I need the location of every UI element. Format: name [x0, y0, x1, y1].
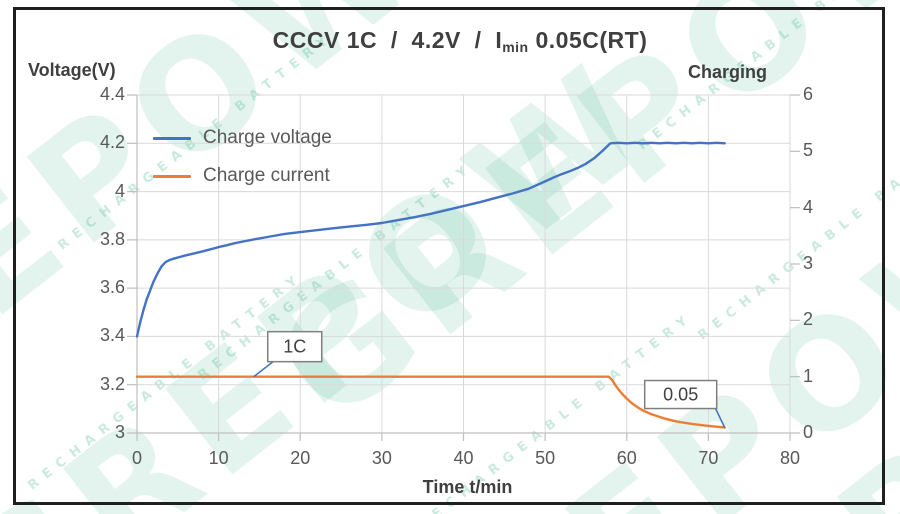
annotation-label: 1C — [283, 337, 306, 357]
annotation-label: 0.05 — [663, 385, 698, 405]
legend-label-charge-voltage: Charge voltage — [203, 127, 332, 148]
x-axis-tick-label: 0 — [131, 448, 142, 468]
annotation-box — [643, 379, 718, 410]
legend-item-charge-voltage: Charge voltage — [153, 119, 332, 157]
right-axis-title: Charging — [688, 62, 767, 82]
chart-title-suffix: 0.05C(RT) — [528, 27, 648, 53]
x-axis-tick-label: 30 — [371, 448, 392, 468]
x-axis-tick-label: 70 — [698, 448, 719, 468]
left-axis-tick-label: 4.4 — [99, 84, 125, 104]
charge-voltage-line — [135, 141, 726, 338]
left-axis-tick-label: 3.2 — [99, 373, 125, 394]
left-axis-title: Voltage(V) — [28, 60, 116, 80]
x-axis-tick-label: 60 — [616, 448, 637, 468]
left-axis-tick-label: 4 — [114, 180, 125, 201]
x-axis-tick-label: 40 — [453, 448, 474, 468]
right-axis-tick-label: 2 — [803, 309, 814, 330]
x-axis-tick-label: 20 — [290, 448, 311, 468]
annotation-leader-line — [253, 359, 277, 378]
left-axis-tick-label: 4.2 — [99, 132, 125, 153]
x-axis-tick-label: 50 — [535, 448, 556, 468]
charge-current-line — [135, 375, 726, 429]
x-axis-title: Time t/min — [422, 477, 513, 497]
legend-item-charge-current: Charge current — [153, 157, 332, 195]
current-line-swatch — [153, 174, 191, 178]
legend-label-charge-current: Charge current — [203, 165, 330, 186]
left-axis-tick-label: 3.6 — [99, 277, 125, 298]
x-axis-tick-label: 10 — [208, 448, 229, 468]
right-axis-tick-label: 0 — [803, 422, 814, 442]
left-axis-tick-label: 3 — [114, 422, 125, 442]
right-axis-tick-label: 3 — [803, 253, 814, 273]
right-axis-tick-label: 5 — [803, 140, 814, 161]
x-axis-tick-label: 80 — [779, 448, 801, 468]
left-axis-tick-label: 3.8 — [99, 228, 125, 249]
right-axis-tick-label: 6 — [803, 84, 814, 104]
chart-title-text: CCCV 1C / 4.2V / I — [272, 27, 503, 53]
left-axis-tick-label: 3.4 — [99, 325, 125, 346]
annotation-box — [266, 330, 323, 363]
voltage-line-swatch — [153, 136, 191, 140]
legend: Charge voltage Charge current — [153, 119, 332, 195]
right-axis-tick-label: 4 — [803, 196, 814, 217]
chart-title-subscript: min — [502, 39, 529, 55]
chart-title: CCCV 1C / 4.2V / Imin 0.05C(RT) — [20, 27, 900, 55]
right-axis-tick-label: 1 — [803, 365, 814, 386]
